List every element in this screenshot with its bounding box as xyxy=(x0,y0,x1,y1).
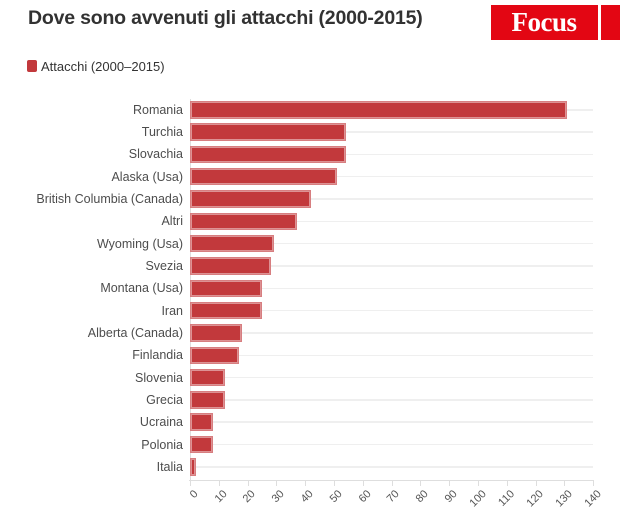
x-tick-mark xyxy=(190,480,191,486)
bar-romania[interactable] xyxy=(190,101,568,119)
x-tick-label: 100 xyxy=(467,488,489,510)
row-gridline xyxy=(190,220,594,223)
bar-slovachia[interactable] xyxy=(190,145,346,164)
x-tick-mark xyxy=(420,480,422,486)
bar-alberta-canada[interactable] xyxy=(190,324,242,342)
row-gridline xyxy=(190,131,594,133)
category-label: Montana (Usa) xyxy=(100,281,183,296)
row-gridline xyxy=(190,265,594,267)
x-tick-mark xyxy=(506,480,508,486)
bar-svezia[interactable] xyxy=(190,257,271,275)
x-tick-label: 60 xyxy=(356,488,374,506)
x-tick-label: 50 xyxy=(327,488,345,506)
row-gridline xyxy=(190,443,594,446)
category-label: British Columbia (Canada) xyxy=(36,192,183,207)
x-tick-mark xyxy=(305,480,307,486)
bar-turchia[interactable] xyxy=(190,123,346,141)
category-label: Alberta (Canada) xyxy=(87,325,183,340)
bar-british-columbia-canada[interactable] xyxy=(190,190,311,208)
category-label: Ucraina xyxy=(139,415,183,430)
row-gridline xyxy=(190,376,594,379)
row-gridline xyxy=(190,287,594,290)
bar-ucraina[interactable] xyxy=(190,413,214,431)
bar-alaska-usa[interactable] xyxy=(190,167,337,186)
bar-italia[interactable] xyxy=(190,458,196,476)
x-tick-label: 130 xyxy=(553,488,575,510)
category-label: Slovachia xyxy=(128,147,183,162)
row-gridline xyxy=(190,175,594,178)
category-label: Polonia xyxy=(141,437,183,452)
bar-polonia[interactable] xyxy=(190,435,214,454)
x-tick-mark xyxy=(564,480,566,486)
focus-logo: Focus xyxy=(491,5,620,40)
row-gridline xyxy=(190,399,594,401)
bar-finlandia[interactable] xyxy=(190,346,239,365)
x-tick-mark xyxy=(247,480,249,486)
bar-slovenia[interactable] xyxy=(190,368,225,387)
x-tick-label: 70 xyxy=(384,488,403,506)
category-label: Grecia xyxy=(146,392,183,407)
legend-swatch xyxy=(27,60,37,72)
category-label: Turchia xyxy=(141,125,183,140)
x-tick-mark xyxy=(334,480,335,486)
row-gridline xyxy=(190,421,594,423)
bar-grecia[interactable] xyxy=(190,391,225,409)
category-label: Wyoming (Usa) xyxy=(96,236,183,251)
x-tick-label: 40 xyxy=(298,488,316,506)
bar-montana-usa[interactable] xyxy=(190,279,262,298)
x-tick-mark xyxy=(593,480,595,486)
row-gridline xyxy=(190,309,594,312)
focus-logo-text: Focus xyxy=(511,7,578,37)
x-tick-label: 20 xyxy=(240,488,259,506)
category-label: Alaska (Usa) xyxy=(111,169,183,184)
x-tick-mark xyxy=(362,480,364,486)
row-gridline xyxy=(190,153,594,156)
category-label: Slovenia xyxy=(135,370,183,385)
x-tick-label: 30 xyxy=(269,488,287,506)
chart-title: Dove sono avvenuti gli attacchi (2000-20… xyxy=(28,7,423,29)
x-tick-label: 120 xyxy=(524,488,547,510)
bar-iran[interactable] xyxy=(190,301,262,320)
x-tick-label: 10 xyxy=(212,488,230,506)
row-gridline xyxy=(190,242,594,245)
legend-label: Attacchi (2000–2015) xyxy=(41,59,165,74)
category-label: Romania xyxy=(132,102,183,117)
bar-altri[interactable] xyxy=(190,212,297,231)
row-gridline xyxy=(190,354,594,357)
category-label: Finlandia xyxy=(132,348,183,363)
row-gridline xyxy=(190,332,594,334)
x-tick-label: 140 xyxy=(582,488,604,510)
x-tick-mark xyxy=(478,480,479,486)
category-label: Iran xyxy=(161,303,183,318)
x-tick-label: 110 xyxy=(496,488,518,509)
x-tick-mark xyxy=(449,480,451,486)
x-tick-mark xyxy=(391,480,393,486)
category-label: Svezia xyxy=(145,258,183,273)
category-label: Altri xyxy=(161,214,183,229)
x-tick-label: 0 xyxy=(187,488,201,501)
x-tick-label: 90 xyxy=(442,488,460,506)
category-label: Italia xyxy=(156,459,183,474)
x-tick-mark xyxy=(218,480,220,486)
x-tick-label: 80 xyxy=(413,488,431,506)
focus-logo-gap xyxy=(598,5,601,40)
row-gridline xyxy=(190,466,594,468)
row-gridline xyxy=(190,198,594,200)
bar-wyoming-usa[interactable] xyxy=(190,234,274,253)
x-tick-mark xyxy=(276,480,278,486)
x-tick-mark xyxy=(535,480,537,486)
